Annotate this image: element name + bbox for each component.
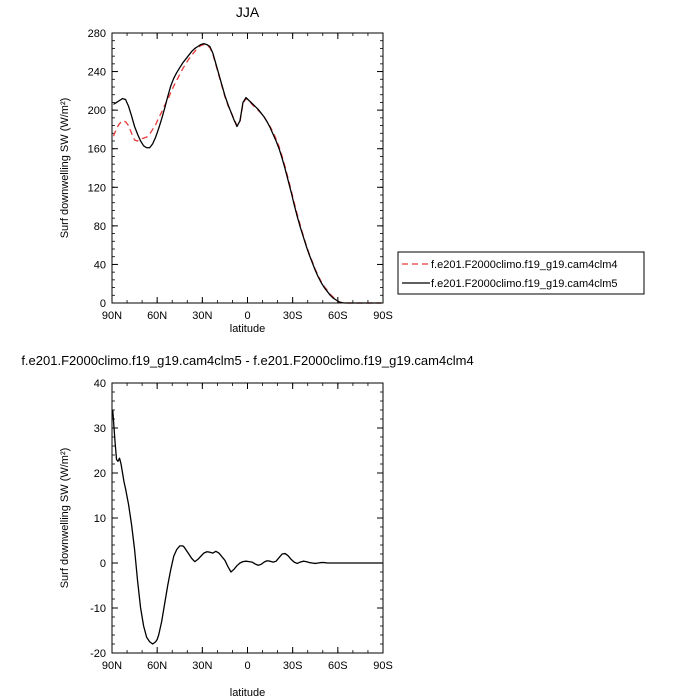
x-tick-label: 90S xyxy=(373,310,393,322)
y-axis-label: Surf downwelling SW (W/m²) xyxy=(59,98,71,239)
x-tick-label: 90N xyxy=(102,660,122,672)
legend-box xyxy=(397,251,645,295)
chart-title: JJA xyxy=(236,4,260,20)
x-axis-label: latitude xyxy=(230,323,265,335)
series-line-2 xyxy=(113,42,382,304)
y-tick-label: 280 xyxy=(88,28,106,40)
chart-panel-2: f.e201.F2000climo.f19_g19.cam4clm5 - f.e… xyxy=(21,353,473,699)
x-tick-label: 60S xyxy=(328,310,348,322)
y-tick-label: 40 xyxy=(94,378,106,390)
x-tick-label: 60S xyxy=(328,660,348,672)
x-tick-label: 30S xyxy=(283,660,303,672)
plot-frame xyxy=(111,382,384,654)
y-tick-label: 0 xyxy=(100,298,106,310)
plot-frame xyxy=(111,32,384,304)
y-tick-label: 40 xyxy=(94,259,106,271)
y-tick-label: 30 xyxy=(94,423,106,435)
y-tick-label: 10 xyxy=(94,513,106,525)
x-tick-label: 60N xyxy=(147,310,167,322)
x-tick-label: 30N xyxy=(192,660,212,672)
y-tick-label: 80 xyxy=(94,221,106,233)
series-line-1 xyxy=(112,409,383,645)
x-axis-label: latitude xyxy=(230,687,265,699)
y-tick-label: 0 xyxy=(100,558,106,570)
x-tick-label: 0 xyxy=(244,660,250,672)
x-tick-label: 90S xyxy=(373,660,393,672)
y-tick-label: 20 xyxy=(94,468,106,480)
y-tick-label: 200 xyxy=(88,105,106,117)
x-tick-label: 60N xyxy=(147,660,167,672)
y-tick-label: -10 xyxy=(90,603,106,615)
legend: f.e201.F2000climo.f19_g19.cam4clm4 f.e201… xyxy=(397,251,645,295)
legend-entry-label: f.e201.F2000climo.f19_g19.cam4clm5 xyxy=(431,278,618,290)
legend-entry-label: f.e201.F2000climo.f19_g19.cam4clm4 xyxy=(431,259,618,271)
y-tick-label: 240 xyxy=(88,67,106,79)
series-line-1 xyxy=(112,43,382,304)
x-tick-label: 0 xyxy=(244,310,250,322)
y-tick-label: 120 xyxy=(88,182,106,194)
x-tick-label: 90N xyxy=(102,310,122,322)
y-tick-label: -20 xyxy=(90,648,106,660)
chart-panel-1: JJA 0 40 80 120 160 200 240 280 90N 60N 30N 0 30S 60S 9… xyxy=(59,4,645,335)
x-tick-label: 30N xyxy=(192,310,212,322)
x-tick-label: 30S xyxy=(283,310,303,322)
chart-title: f.e201.F2000climo.f19_g19.cam4clm5 - f.e… xyxy=(21,353,473,368)
y-axis-label: Surf downwelling SW (W/m²) xyxy=(59,448,71,589)
y-tick-label: 160 xyxy=(88,144,106,156)
